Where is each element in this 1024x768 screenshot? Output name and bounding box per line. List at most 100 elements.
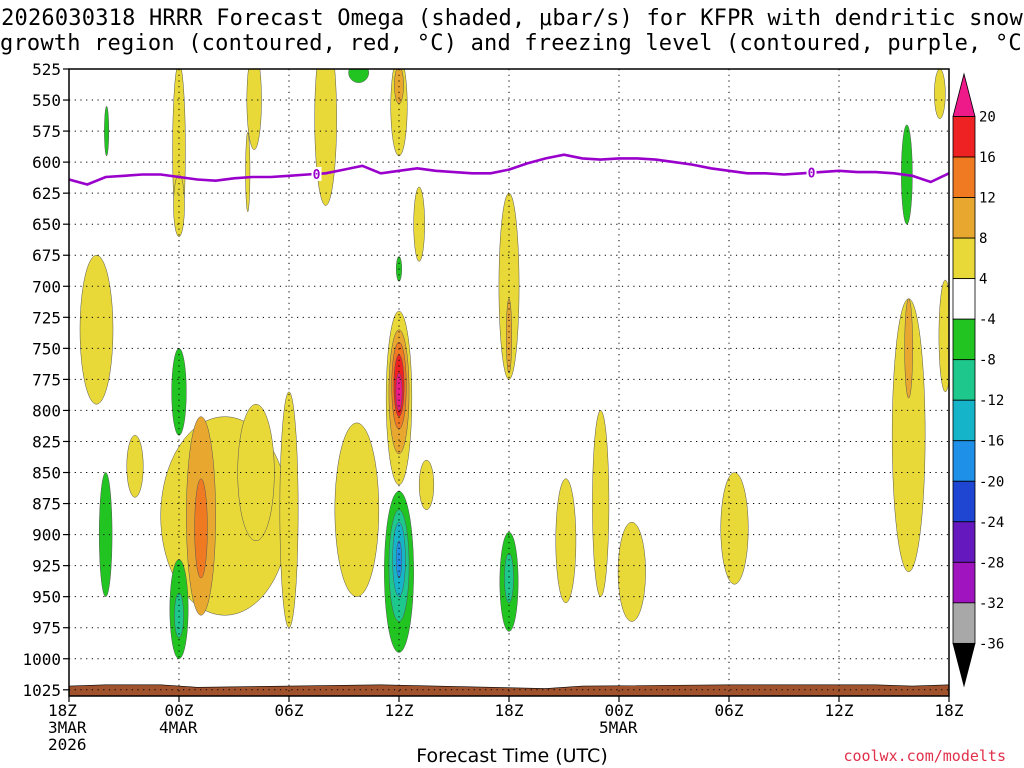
colorbar-label-7: -12 [979, 393, 1004, 409]
colorbar-bin-5 [952, 278, 976, 320]
y-tick-label-1000: 1000 [22, 650, 61, 669]
omega-region-t6-mid-yellow [173, 174, 185, 237]
x-tick-label-12-0: 06Z [275, 701, 304, 720]
colorbar-label-6: -8 [979, 353, 996, 369]
omega-region-t1-yellow-mid [79, 254, 114, 405]
omega-region-t2-green-low [99, 472, 113, 597]
colorbar-bin-10 [952, 480, 976, 523]
colorbar-label-2: 12 [979, 191, 996, 207]
x-tick-label-18-0: 12Z [385, 701, 414, 720]
y-tick-label-925: 925 [32, 557, 61, 576]
colorbar-bin-11 [952, 521, 976, 563]
omega-region-t46-orange-mid [904, 298, 913, 399]
colorbar-label-4: 4 [979, 272, 987, 288]
y-tick-label-725: 725 [32, 308, 61, 327]
y-tick-label-575: 575 [32, 122, 61, 141]
omega-region-t16-yellow-low [334, 422, 380, 597]
colorbar-bin-0 [952, 72, 976, 117]
y-tick-label-900: 900 [32, 526, 61, 545]
x-tick-label-30-0: 00Z [605, 701, 634, 720]
x-tick-label-24-0: 18Z [495, 701, 524, 720]
freezing-level-line [69, 153, 949, 186]
colorbar-bin-12 [952, 561, 976, 604]
colorbar-bin-3 [952, 197, 976, 239]
omega-region-t24-teal-low [504, 552, 514, 604]
x-tick-label-30-1: 5MAR [599, 718, 638, 737]
omega-region-t12-yellow-low [279, 391, 299, 628]
freezing-label-bg-0 [311, 166, 322, 181]
omega-region-t15-upper-green [348, 69, 369, 83]
x-axis-title: Forecast Time (UTC) [416, 745, 608, 767]
colorbar-bin-8 [952, 399, 976, 442]
y-tick-label-675: 675 [32, 246, 61, 265]
x-tick-label-0-1: 3MAR [48, 718, 87, 737]
omega-region-t24-orange-mid [506, 298, 512, 374]
colorbar-bin-6 [952, 318, 976, 361]
x-tick-label-36-0: 06Z [715, 701, 744, 720]
omega-region-t19-upper-yellow [413, 186, 425, 262]
y-tick-label-625: 625 [32, 184, 61, 203]
credit-text: coolwx.com/modelts [843, 747, 1006, 765]
colorbar-label-11: -28 [979, 555, 1004, 571]
colorbar-bin-7 [952, 359, 976, 401]
omega-region-t7-orange-core [194, 478, 208, 579]
y-tick-label-775: 775 [32, 370, 61, 389]
colorbar-bin-1 [952, 116, 976, 158]
title-line-1: 2026030318 HRRR Forecast Omega (shaded, … [1, 6, 1023, 31]
grid-lines [69, 69, 949, 696]
omega-region-t27-yellow-low [555, 478, 577, 604]
title-line-2: growth region (contoured, red, °C) and f… [0, 31, 1024, 56]
x-tick-label-42-0: 12Z [825, 701, 854, 720]
colorbar-bin-9 [952, 440, 976, 482]
freezing-label-bg-1 [806, 165, 817, 180]
omega-region-t48-yellow-mid [938, 279, 949, 393]
colorbar-bin-13 [952, 602, 976, 644]
x-tick-label-0-0: 18Z [48, 701, 77, 720]
colorbar-label-10: -24 [979, 515, 1004, 531]
y-tick-label-950: 950 [32, 588, 61, 607]
x-tick-label-6-1: 4MAR [159, 718, 198, 737]
omega-region-t36-yellow-low [720, 472, 749, 585]
omega-region-t18-magenta-core [395, 372, 403, 411]
y-tick-label-550: 550 [32, 91, 61, 110]
freezing-label-1: 0 [808, 167, 816, 182]
x-tick-label-6-0: 00Z [165, 701, 194, 720]
x-tick-label-0-2: 2026 [48, 735, 87, 754]
y-tick-label-850: 850 [32, 464, 61, 483]
y-tick-label-1025: 1025 [22, 681, 61, 700]
colorbar-label-5: -4 [979, 312, 996, 328]
omega-region-t47-upper-yellow [934, 69, 946, 119]
y-axis: 525 550 575 600 625 650 675 700 725 750 775 800 825 8… [22, 60, 69, 700]
omega-region-t3-yellow-low [126, 435, 144, 498]
y-tick-label-700: 700 [32, 277, 61, 296]
omega-region-t2-green-upper [104, 105, 110, 157]
colorbar-label-9: -20 [979, 474, 1004, 490]
y-tick-label-800: 800 [32, 401, 61, 420]
omega-shading [79, 69, 949, 660]
omega-region-t30-yellow-low [617, 521, 646, 622]
colorbar-bin-2 [952, 156, 976, 198]
y-tick-label-525: 525 [32, 60, 61, 79]
y-tick-label-975: 975 [32, 619, 61, 638]
colorbar-label-13: -36 [979, 636, 1004, 652]
omega-region-t29-yellow-low [592, 410, 610, 597]
omega-region-t6-teal-low [174, 592, 184, 638]
y-tick-label-825: 825 [32, 432, 61, 451]
x-tick-label-48-0: 18Z [935, 701, 964, 720]
colorbar-label-3: 8 [979, 231, 987, 247]
omega-region-t19-yellow-tail [418, 459, 435, 511]
y-tick-label-650: 650 [32, 215, 61, 234]
colorbar-bin-4 [952, 237, 976, 280]
freezing-label-0: 0 [313, 168, 321, 183]
y-tick-label-600: 600 [32, 153, 61, 172]
omega-region-t6-green-mid [171, 348, 187, 436]
colorbar: 20 16 12 8 4 -4 -8 -12 -16 -20 -24 -28 -32 -36 [952, 72, 1004, 688]
y-tick-label-875: 875 [32, 495, 61, 514]
omega-region-t10-thin-yellow [245, 132, 251, 213]
colorbar-bin-14 [952, 642, 976, 688]
colorbar-label-0: 20 [979, 110, 996, 126]
colorbar-label-8: -16 [979, 434, 1004, 450]
